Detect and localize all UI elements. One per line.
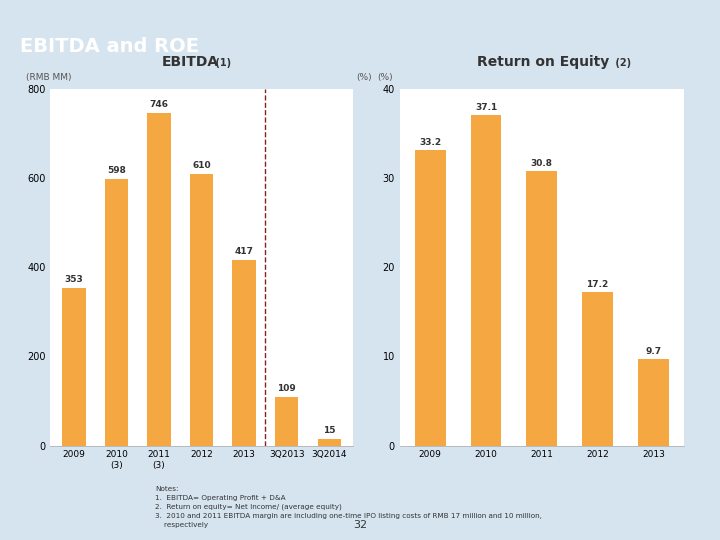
Bar xyxy=(471,115,501,446)
Bar xyxy=(415,150,446,446)
Text: 598: 598 xyxy=(107,166,126,175)
Text: EBITDA: EBITDA xyxy=(162,55,220,69)
Bar xyxy=(582,292,613,446)
Text: Return on Equity: Return on Equity xyxy=(477,55,610,69)
Text: (1): (1) xyxy=(212,58,232,68)
Text: 610: 610 xyxy=(192,161,211,170)
Text: 15: 15 xyxy=(323,426,336,435)
Bar xyxy=(275,397,299,445)
Text: 353: 353 xyxy=(65,275,84,284)
Text: 417: 417 xyxy=(235,247,253,256)
Text: 746: 746 xyxy=(150,100,168,109)
Text: 33.2: 33.2 xyxy=(419,138,441,146)
Text: (%): (%) xyxy=(377,73,392,82)
Bar xyxy=(190,174,213,445)
Bar xyxy=(233,260,256,446)
Text: (RMB MM): (RMB MM) xyxy=(26,73,72,82)
Bar xyxy=(526,171,557,446)
Bar xyxy=(148,113,171,446)
Text: Notes:
1.  EBITDA= Operating Profit + D&A
2.  Return on equity= Net Income/ (ave: Notes: 1. EBITDA= Operating Profit + D&A… xyxy=(155,486,541,528)
Text: 109: 109 xyxy=(277,384,296,393)
Text: (2): (2) xyxy=(612,58,631,68)
Text: (%): (%) xyxy=(356,73,372,82)
Text: EBITDA and ROE: EBITDA and ROE xyxy=(20,37,199,56)
Text: 37.1: 37.1 xyxy=(475,103,498,112)
Bar xyxy=(638,359,669,446)
Bar xyxy=(318,439,341,446)
Text: 17.2: 17.2 xyxy=(586,280,608,289)
Bar xyxy=(104,179,128,446)
Text: 32: 32 xyxy=(353,520,367,530)
Bar xyxy=(62,288,86,446)
Text: 9.7: 9.7 xyxy=(645,347,662,356)
Text: 30.8: 30.8 xyxy=(531,159,553,168)
